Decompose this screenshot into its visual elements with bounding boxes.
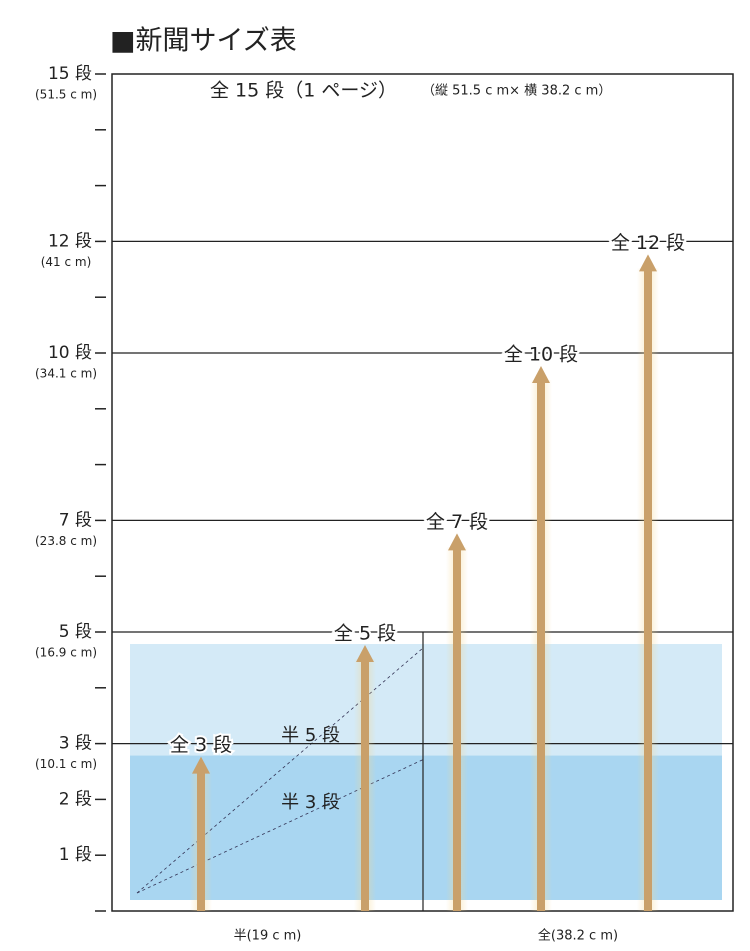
arrow xyxy=(532,366,550,911)
y-tick-label: 15 段 xyxy=(48,64,92,84)
y-tick-label: 12 段 xyxy=(48,231,92,251)
note-detail: （縦 51.5 c m× 横 38.2 c m） xyxy=(422,84,611,99)
arrow xyxy=(356,645,374,911)
arrow-label: 全 5 段 xyxy=(334,623,396,645)
y-tick-label: 2 段 xyxy=(59,789,92,809)
y-tick-note: (23.8 c m) xyxy=(35,534,97,548)
arrow-label: 全 3 段 xyxy=(170,734,232,756)
y-tick-label: 7 段 xyxy=(59,510,92,530)
x-label: 半(19 c m) xyxy=(234,929,302,944)
note: 全 15 段（1 ページ） xyxy=(210,80,397,102)
y-tick-label: 10 段 xyxy=(48,343,92,363)
arrow xyxy=(192,756,210,911)
y-tick-label: 3 段 xyxy=(59,734,92,754)
y-tick-note: (41 c m) xyxy=(41,255,92,269)
arrow-label: 全 7 段 xyxy=(426,511,488,533)
y-tick-label: 5 段 xyxy=(59,622,92,642)
y-tick-note: (10.1 c m) xyxy=(35,757,97,771)
chart-title: ■新聞サイズ表 xyxy=(110,26,297,57)
arrow-label: 全 10 段 xyxy=(504,344,578,366)
arrow-label: 全 12 段 xyxy=(611,232,685,254)
half-label: 半 5 段 xyxy=(281,725,340,746)
y-tick-note: (16.9 c m) xyxy=(35,646,97,660)
y-tick-note: (34.1 c m) xyxy=(35,367,97,381)
half-area xyxy=(130,755,722,900)
arrow xyxy=(448,533,466,911)
half-diagonal xyxy=(136,759,424,894)
y-tick-label: 1 段 xyxy=(59,845,92,865)
y-tick-note: (51.5 c m) xyxy=(35,88,97,102)
half-label: 半 3 段 xyxy=(281,792,340,813)
arrow xyxy=(639,254,657,911)
x-label: 全(38.2 c m) xyxy=(538,928,618,944)
